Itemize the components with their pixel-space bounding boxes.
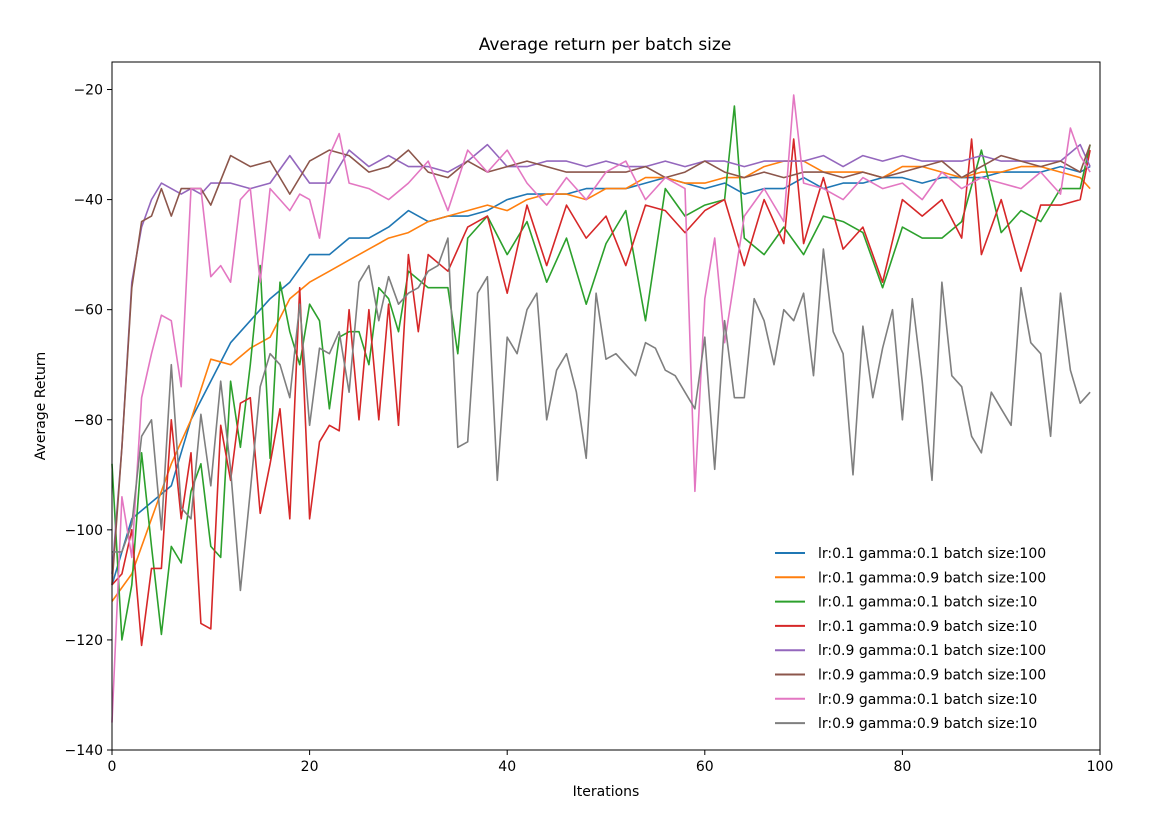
series-line-5	[111, 143, 1091, 574]
legend-label: lr:0.1 gamma:0.9 batch size:100	[818, 570, 1046, 586]
chart-title: Average return per batch size	[479, 35, 732, 55]
x-tick-label: 100	[1087, 759, 1114, 775]
x-tick-label: 0	[108, 759, 117, 775]
y-tick-label: −80	[73, 413, 103, 429]
legend-label: lr:0.9 gamma:0.1 batch size:10	[818, 692, 1037, 708]
x-tick-label: 80	[893, 759, 911, 775]
legend-label: lr:0.1 gamma:0.1 batch size:100	[818, 546, 1046, 562]
plot-lines	[111, 94, 1091, 723]
series-line-6	[111, 144, 1091, 585]
x-axis-label: Iterations	[573, 784, 640, 800]
legend-label: lr:0.9 gamma:0.9 batch size:100	[818, 668, 1046, 684]
legend-label: lr:0.1 gamma:0.9 batch size:10	[818, 619, 1037, 635]
series-line-2	[111, 160, 1091, 602]
x-tick-label: 40	[498, 759, 516, 775]
y-tick-label: −120	[65, 633, 103, 649]
y-tick-label: −60	[73, 303, 103, 319]
x-tick-label: 20	[301, 759, 319, 775]
legend-label: lr:0.1 gamma:0.1 batch size:10	[818, 595, 1037, 611]
series-line-8	[112, 237, 1091, 592]
series-line-7	[111, 94, 1091, 723]
plot-frame	[111, 61, 1101, 751]
series-line-4	[111, 138, 1091, 647]
x-tick-label: 60	[696, 759, 714, 775]
x-axis: 0 20 40 60 80 100	[108, 750, 1114, 775]
series-line-3	[111, 105, 1091, 641]
y-tick-label: −100	[65, 523, 103, 539]
legend: lr:0.1 gamma:0.1 batch size:100 lr:0.1 ga…	[775, 546, 1046, 732]
legend-label: lr:0.9 gamma:0.1 batch size:100	[818, 643, 1046, 659]
series-line-1	[111, 165, 1091, 586]
y-tick-label: −140	[65, 743, 103, 759]
y-axis-label: Average Return	[33, 352, 49, 460]
y-axis: −140 −120 −100 −80 −60 −40 −20	[65, 83, 112, 759]
y-tick-label: −20	[73, 83, 103, 99]
y-tick-label: −40	[73, 193, 103, 209]
legend-label: lr:0.9 gamma:0.9 batch size:10	[818, 716, 1037, 732]
